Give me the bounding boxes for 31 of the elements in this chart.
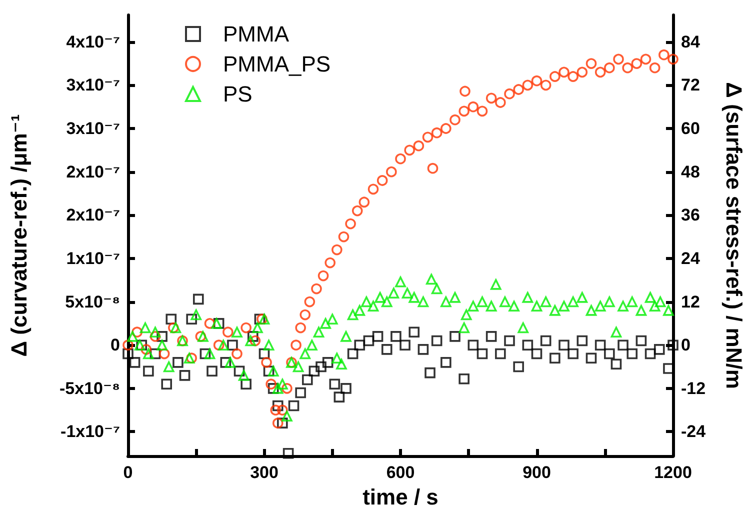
x-tick-label: 900	[522, 463, 551, 482]
y2-tick-label: 24	[681, 248, 700, 268]
y2-tick-label: 48	[681, 162, 700, 182]
y-axis-title: Δ (curvature-ref.) /μm⁻¹	[6, 114, 32, 357]
legend-label: PMMA_PS	[223, 52, 331, 76]
y-tick-label: 3x10⁻⁷	[66, 119, 120, 138]
x-tick-label: 1200	[654, 463, 692, 482]
y2-tick-label: -12	[681, 378, 706, 398]
y2-tick-label: 60	[681, 119, 700, 138]
x-axis-title: time / s	[362, 484, 438, 510]
legend-label: PS	[223, 82, 252, 106]
y-tick-label: 0	[110, 336, 120, 355]
y2-tick-label: -24	[681, 422, 706, 442]
y-tick-label: 1x10⁻⁷	[66, 248, 120, 268]
y2-tick-label: 84	[681, 32, 700, 52]
x-tick-label: 600	[386, 463, 415, 482]
y2-tick-label: 72	[681, 76, 700, 95]
y2-tick-label: 12	[681, 292, 700, 312]
legend-label: PMMA	[223, 22, 290, 46]
y-tick-label: 3x10⁻⁷	[66, 76, 120, 95]
x-tick-label: 0	[123, 463, 133, 482]
y-tick-label: 5x10⁻⁸	[65, 292, 120, 312]
y-tick-label: 4x10⁻⁷	[66, 32, 120, 52]
y-tick-label: 2x10⁻⁷	[66, 206, 120, 225]
y2-tick-label: 36	[681, 206, 700, 225]
y2-tick-label: 0	[681, 336, 690, 355]
y2-axis-title: Δ (surface stress-ref.) / mN/m	[722, 82, 746, 389]
y-tick-label: -1x10⁻⁷	[60, 422, 120, 442]
y-tick-label: -5x10⁻⁸	[60, 378, 120, 398]
x-tick-label: 300	[250, 463, 278, 482]
y-tick-label: 2x10⁻⁷	[66, 162, 120, 182]
